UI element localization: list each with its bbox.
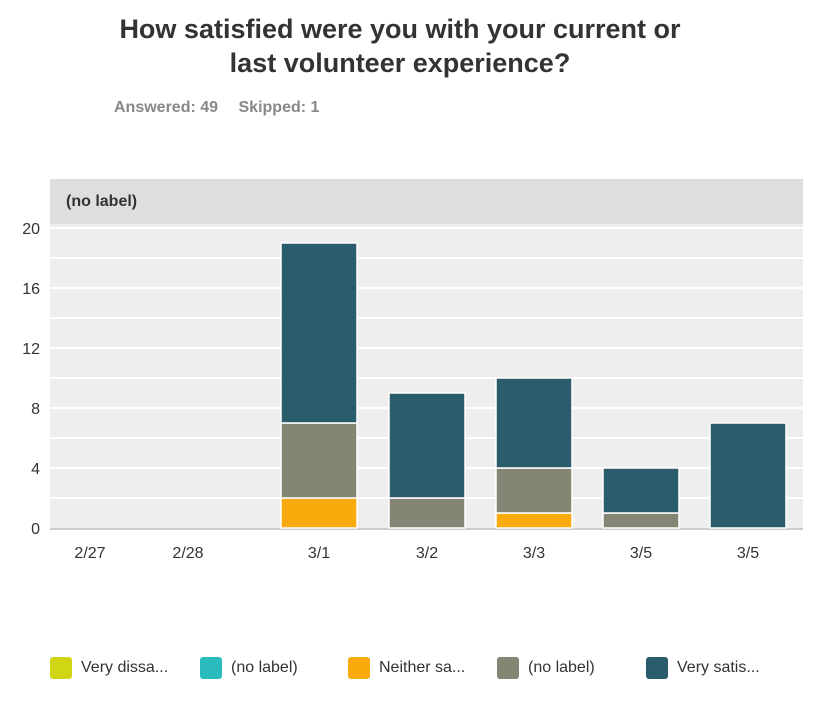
legend-item[interactable]: (no label): [200, 657, 298, 679]
y-tick-label: 20: [22, 221, 40, 238]
bar-segment-3-3-s2[interactable]: [495, 512, 573, 529]
bar-segment-3-5-s4[interactable]: [709, 422, 787, 529]
answered-count: Answered: 49: [114, 99, 219, 116]
question-title: How satisfied were you with your current…: [0, 12, 800, 80]
panel-label: (no label): [66, 193, 137, 210]
y-tick-label: 16: [22, 281, 40, 298]
response-stats: Answered: 49 Skipped: 1: [114, 99, 335, 117]
legend-label: Very dissa...: [81, 659, 169, 676]
legend-label: Neither sa...: [379, 659, 466, 676]
stacked-bar-chart: (no label) 0 4 8 12 16 20 2/27 2/28 3/1 3/2 3/3 3/5 3…: [22, 179, 803, 562]
bar-segment-3-1-s4[interactable]: [280, 242, 358, 424]
x-tick-label: 3/3: [523, 545, 545, 562]
bar-segment-3-1-s3[interactable]: [280, 422, 358, 499]
legend-item[interactable]: Very dissa...: [50, 657, 168, 679]
legend-swatch: [348, 657, 370, 679]
legend-item[interactable]: (no label): [497, 657, 595, 679]
bar-segment-3-1-s2[interactable]: [280, 497, 358, 529]
x-tick-label: 3/5: [737, 545, 759, 562]
legend-swatch: [497, 657, 519, 679]
bar-segment-3-2-s4[interactable]: [388, 392, 466, 499]
legend-swatch: [50, 657, 72, 679]
bar-segment-3-3-s3[interactable]: [495, 467, 573, 514]
bar-segment-3-2-s3[interactable]: [388, 497, 466, 529]
y-tick-label: 4: [31, 461, 40, 478]
bar-segment-3-5-s3[interactable]: [602, 512, 680, 529]
panel-header: [50, 179, 803, 224]
title-line-2: last volunteer experience?: [229, 48, 571, 78]
legend-item[interactable]: Very satis...: [646, 657, 760, 679]
legend-label: (no label): [528, 659, 595, 676]
y-tick-label: 0: [31, 521, 40, 538]
x-tick-label: 3/1: [308, 545, 330, 562]
legend-label: (no label): [231, 659, 298, 676]
x-tick-label: 2/27: [74, 545, 105, 562]
y-tick-label: 12: [22, 341, 40, 358]
bar-segment-3-3-s4[interactable]: [495, 377, 573, 469]
y-tick-label: 8: [31, 401, 40, 418]
x-tick-label: 3/2: [416, 545, 438, 562]
x-tick-label: 2/28: [172, 545, 203, 562]
skipped-count: Skipped: 1: [238, 99, 320, 116]
bar-segment-3-5-s4[interactable]: [602, 467, 680, 514]
title-line-1: How satisfied were you with your current…: [119, 14, 681, 44]
legend-label: Very satis...: [677, 659, 760, 676]
x-tick-label: 3/5: [630, 545, 652, 562]
legend-swatch: [646, 657, 668, 679]
legend-swatch: [200, 657, 222, 679]
legend-item[interactable]: Neither sa...: [348, 657, 465, 679]
